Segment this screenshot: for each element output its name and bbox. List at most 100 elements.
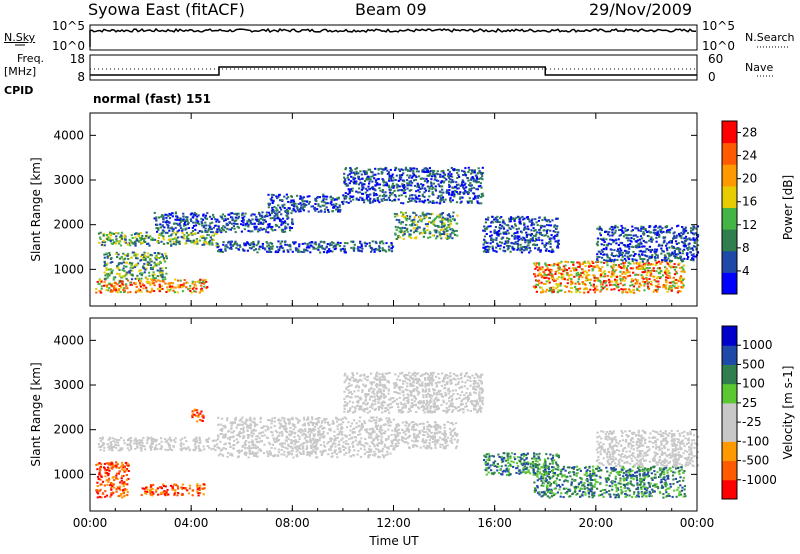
velocity-cell xyxy=(351,432,354,435)
power-cell xyxy=(638,261,641,264)
power-cell xyxy=(118,262,121,265)
power-cell xyxy=(268,214,272,217)
velocity-cell xyxy=(152,483,155,486)
velocity-cell xyxy=(112,440,115,443)
power-cell xyxy=(581,263,584,266)
velocity-cell xyxy=(107,466,110,469)
power-cell xyxy=(404,166,408,169)
power-cell xyxy=(642,230,645,233)
power-cell xyxy=(358,191,362,194)
power-cell xyxy=(639,241,642,244)
power-cell xyxy=(668,241,671,244)
velocity-cell xyxy=(365,451,368,454)
velocity-cell xyxy=(238,431,241,433)
power-cell xyxy=(344,167,348,170)
power-cell xyxy=(202,236,205,239)
power-cell xyxy=(588,263,592,265)
power-cell xyxy=(422,201,425,203)
power-cell xyxy=(572,261,575,264)
power-cell xyxy=(622,231,625,234)
power-cell xyxy=(605,284,608,287)
power-cell xyxy=(145,286,148,289)
power-cell xyxy=(422,231,425,234)
power-cell xyxy=(577,273,580,276)
power-cell xyxy=(456,171,459,174)
power-cell xyxy=(391,173,394,176)
power-cell xyxy=(669,228,672,231)
velocity-cell xyxy=(124,461,127,464)
power-cell xyxy=(593,291,596,294)
power-cell xyxy=(248,219,251,222)
power-cell xyxy=(166,242,169,245)
power-cell xyxy=(680,279,683,282)
power-cell xyxy=(437,183,440,186)
power-cell xyxy=(666,242,669,245)
power-cell xyxy=(289,245,292,248)
power-cell xyxy=(450,181,453,184)
power-cell xyxy=(614,231,617,234)
power-cell xyxy=(388,173,391,176)
power-cell xyxy=(282,250,285,253)
power-cell xyxy=(129,244,132,247)
velocity-cell xyxy=(114,438,117,441)
power-cell xyxy=(235,242,238,245)
power-cell xyxy=(623,265,627,268)
velocity-cell xyxy=(111,462,114,465)
power-cell xyxy=(159,262,162,264)
velocity-cell xyxy=(269,443,272,446)
velocity-cell xyxy=(196,483,199,486)
velocity-cell xyxy=(279,419,282,422)
power-cell xyxy=(136,239,139,242)
power-cell xyxy=(403,230,406,233)
power-cell xyxy=(329,242,332,245)
power-cell xyxy=(625,250,628,253)
velocity-cell xyxy=(98,490,101,493)
power-cell xyxy=(425,216,428,219)
power-cell xyxy=(630,230,633,233)
power-cell xyxy=(566,273,569,276)
power-cell xyxy=(200,284,203,287)
power-cell xyxy=(286,249,289,252)
power-cell xyxy=(346,176,349,179)
power-cell xyxy=(541,242,544,245)
velocity-cell xyxy=(150,448,153,451)
power-cell xyxy=(284,225,287,228)
velocity-cell xyxy=(105,471,108,474)
power-cell xyxy=(557,276,561,278)
power-cell xyxy=(453,230,456,232)
power-cell xyxy=(433,173,436,176)
power-cell xyxy=(538,228,541,231)
power-cell xyxy=(293,205,296,208)
power-cell xyxy=(653,250,656,253)
power-cell xyxy=(371,186,374,188)
power-colorbar-swatch xyxy=(722,164,737,187)
power-cell xyxy=(639,250,642,253)
power-cell xyxy=(399,231,403,234)
power-cell xyxy=(151,289,154,292)
power-cell xyxy=(690,230,693,233)
power-cell xyxy=(391,184,394,187)
velocity-cell xyxy=(152,492,155,495)
power-cell xyxy=(257,228,260,231)
velocity-cell xyxy=(363,453,366,455)
power-cell xyxy=(409,180,412,183)
power-cell xyxy=(161,255,164,258)
power-cell xyxy=(207,227,210,230)
power-cell xyxy=(489,230,492,233)
power-cell xyxy=(556,277,559,280)
power-cell xyxy=(279,242,282,245)
velocity-cell xyxy=(107,472,110,475)
power-cell xyxy=(103,253,106,256)
power-cell xyxy=(335,202,338,205)
velocity-cell xyxy=(206,445,209,448)
power-cell xyxy=(226,223,230,226)
power-cell xyxy=(162,242,166,245)
power-cell xyxy=(406,174,409,177)
power-cell xyxy=(124,254,127,257)
power-cell xyxy=(286,223,290,226)
power-cell xyxy=(337,209,340,211)
power-cell xyxy=(421,200,424,203)
power-cell xyxy=(413,220,416,223)
power-cell xyxy=(459,184,462,187)
power-cell xyxy=(681,286,685,288)
